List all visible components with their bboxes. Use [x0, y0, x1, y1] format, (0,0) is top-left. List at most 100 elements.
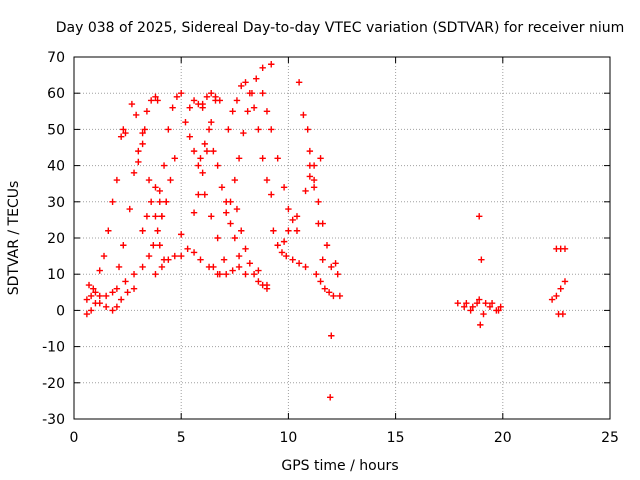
data-point [158, 263, 166, 271]
data-point [190, 249, 198, 256]
data-point [115, 263, 123, 271]
data-point [173, 93, 181, 101]
data-point [178, 252, 185, 260]
data-point [208, 90, 215, 97]
data-point [233, 205, 241, 213]
data-point [203, 93, 211, 101]
data-point [160, 162, 168, 169]
data-point [229, 108, 236, 115]
data-point [122, 129, 129, 137]
data-point [139, 140, 146, 148]
data-point [135, 158, 142, 166]
series-track-03 [96, 285, 138, 314]
data-point [235, 155, 243, 162]
y-tick-label: 10 [47, 267, 65, 283]
data-point [300, 111, 307, 119]
data-point [259, 155, 266, 162]
data-point [488, 299, 496, 307]
data-point [263, 108, 271, 115]
data-point [250, 104, 258, 111]
data-point [216, 271, 223, 278]
series-track-19 [199, 90, 223, 108]
data-point [231, 176, 238, 184]
grid-lines [74, 57, 610, 419]
data-point [315, 198, 322, 205]
data-point [480, 310, 487, 318]
series-track-04 [96, 176, 121, 274]
data-point [214, 234, 221, 242]
series-track-23 [227, 61, 275, 205]
series-track-22 [223, 209, 243, 260]
data-point [223, 271, 230, 278]
plot-frame [73, 56, 611, 420]
series-track-31 [300, 111, 326, 263]
data-point [126, 205, 133, 213]
data-point [197, 155, 204, 162]
data-point [154, 227, 161, 234]
data-point [302, 263, 309, 271]
data-point [295, 260, 303, 267]
data-point [227, 198, 234, 205]
y-tick-label: 40 [47, 159, 65, 175]
data-point [184, 245, 191, 253]
data-point [117, 133, 125, 140]
data-point [293, 227, 301, 234]
data-point [214, 162, 221, 169]
series-track-39 [476, 213, 485, 329]
data-point [171, 155, 178, 162]
data-point [255, 126, 262, 133]
data-point [210, 263, 217, 271]
data-point [255, 278, 262, 285]
data-point [302, 187, 309, 195]
data-point [242, 271, 249, 278]
data-point [190, 97, 198, 104]
data-point [454, 299, 461, 307]
data-point [235, 263, 243, 271]
data-point [238, 227, 245, 234]
data-point [278, 249, 286, 256]
y-tick-label: -10 [42, 340, 65, 356]
series-track-24 [233, 205, 271, 292]
series-track-16 [186, 133, 228, 263]
data-point [280, 238, 288, 245]
data-point [263, 281, 271, 289]
data-point [208, 118, 215, 126]
data-point [463, 299, 470, 307]
data-point [130, 271, 138, 278]
y-tick-label: 30 [47, 195, 65, 211]
data-point [208, 213, 215, 220]
data-point [274, 155, 281, 162]
data-point [285, 227, 292, 234]
data-point [156, 198, 163, 205]
data-point [561, 278, 569, 285]
data-point [473, 299, 481, 307]
data-point [240, 129, 247, 137]
data-point [90, 285, 97, 292]
data-point [152, 93, 159, 101]
data-point [293, 213, 301, 220]
data-point [96, 299, 103, 307]
data-marks [83, 61, 569, 401]
data-point [167, 176, 174, 184]
y-tick-label: -20 [42, 376, 65, 392]
data-point [162, 198, 170, 205]
data-point [313, 271, 320, 278]
data-point [246, 260, 254, 267]
data-point [139, 129, 146, 137]
data-point [233, 97, 241, 104]
data-point [328, 263, 335, 271]
series-track-25 [246, 90, 275, 198]
data-point [467, 307, 474, 314]
data-point [285, 205, 292, 213]
data-point [152, 213, 159, 220]
data-point [477, 321, 484, 329]
data-point [220, 256, 228, 263]
data-point [259, 90, 266, 97]
data-point [130, 169, 138, 177]
data-point [328, 332, 335, 339]
data-point [135, 147, 142, 155]
data-point [325, 289, 333, 296]
data-point [197, 256, 204, 263]
data-point [548, 296, 556, 303]
